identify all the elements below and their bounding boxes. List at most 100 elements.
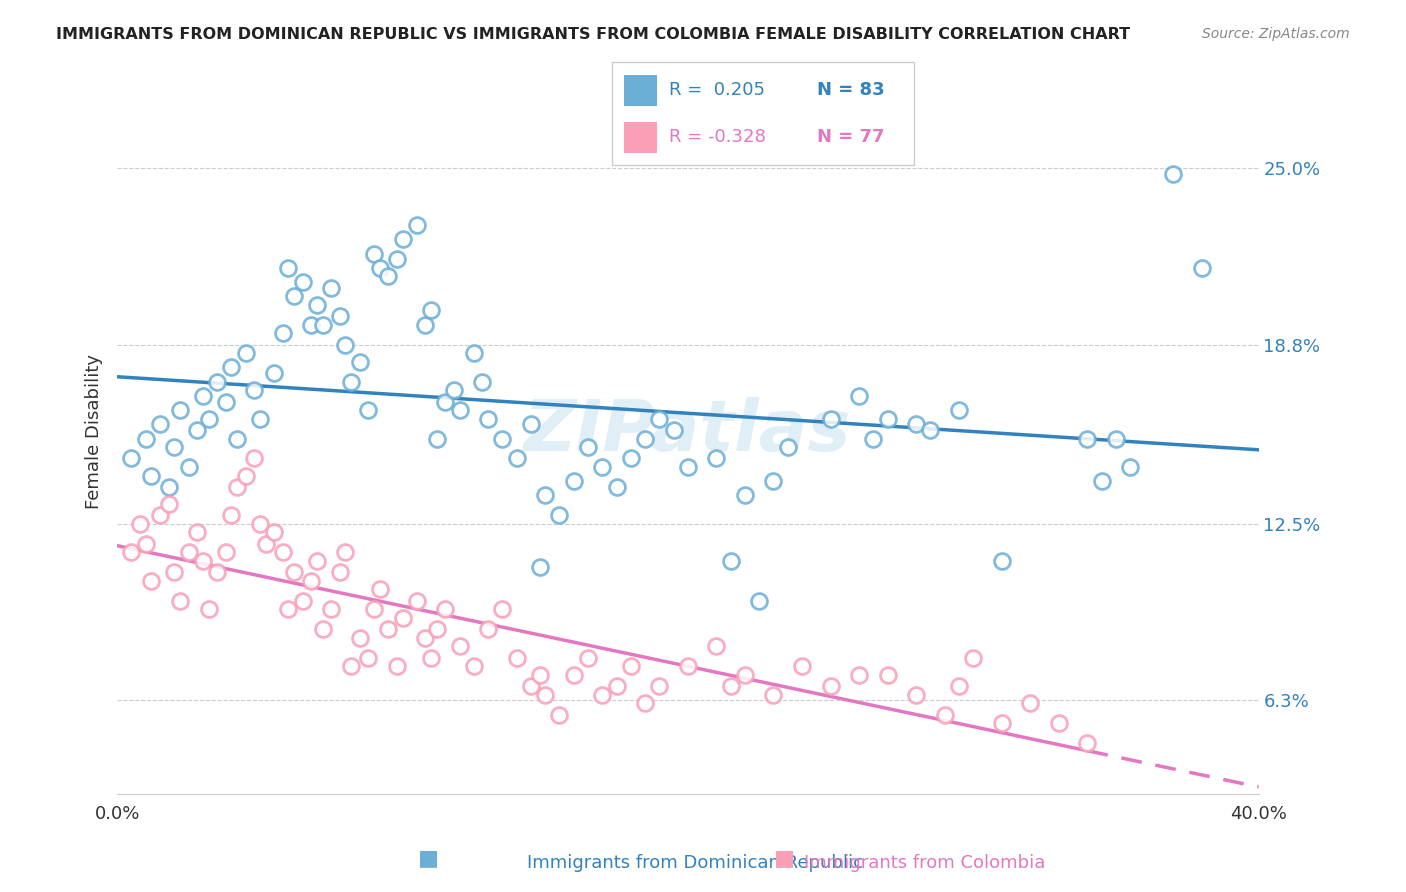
Point bbox=[405, 594, 427, 608]
Point bbox=[329, 309, 352, 323]
Point bbox=[562, 668, 585, 682]
Point bbox=[948, 403, 970, 417]
Point bbox=[449, 403, 471, 417]
Point bbox=[576, 650, 599, 665]
Point bbox=[226, 432, 249, 446]
Point bbox=[191, 554, 214, 568]
Point bbox=[243, 383, 266, 397]
Bar bbox=[624, 122, 657, 153]
Point bbox=[620, 659, 643, 673]
Point bbox=[534, 688, 557, 702]
Point bbox=[848, 389, 870, 403]
Point bbox=[634, 696, 657, 710]
Point bbox=[591, 460, 613, 475]
Point bbox=[1191, 260, 1213, 275]
Point bbox=[990, 554, 1012, 568]
Point bbox=[415, 318, 437, 332]
Point bbox=[235, 468, 257, 483]
Point bbox=[283, 289, 305, 303]
Text: ■: ■ bbox=[419, 848, 439, 868]
Point bbox=[734, 488, 756, 502]
Point bbox=[463, 659, 485, 673]
Point bbox=[491, 432, 513, 446]
Point bbox=[934, 707, 956, 722]
Point bbox=[120, 451, 142, 466]
Point bbox=[363, 602, 385, 616]
Point bbox=[662, 423, 685, 437]
Point bbox=[368, 582, 391, 597]
Point bbox=[477, 622, 499, 636]
Point bbox=[548, 508, 571, 523]
Point bbox=[529, 668, 551, 682]
Point bbox=[149, 508, 172, 523]
Text: ■: ■ bbox=[775, 848, 794, 868]
Point bbox=[1105, 432, 1128, 446]
Point bbox=[169, 594, 191, 608]
Point bbox=[263, 366, 285, 380]
Point bbox=[534, 488, 557, 502]
Point bbox=[141, 468, 163, 483]
Point bbox=[263, 525, 285, 540]
Point bbox=[157, 497, 180, 511]
Point bbox=[434, 602, 457, 616]
Text: IMMIGRANTS FROM DOMINICAN REPUBLIC VS IMMIGRANTS FROM COLOMBIA FEMALE DISABILITY: IMMIGRANTS FROM DOMINICAN REPUBLIC VS IM… bbox=[56, 27, 1130, 42]
Point bbox=[426, 622, 449, 636]
Point bbox=[477, 411, 499, 425]
Point bbox=[377, 269, 399, 284]
Point bbox=[443, 383, 465, 397]
Point bbox=[520, 417, 543, 432]
Point bbox=[505, 451, 527, 466]
Point bbox=[820, 679, 842, 693]
Point bbox=[1119, 460, 1142, 475]
Point bbox=[349, 631, 371, 645]
Point bbox=[305, 298, 328, 312]
Point bbox=[706, 451, 728, 466]
Point bbox=[169, 403, 191, 417]
Point bbox=[321, 602, 343, 616]
Text: N = 77: N = 77 bbox=[817, 128, 884, 146]
Text: Immigrants from Colombia: Immigrants from Colombia bbox=[804, 854, 1046, 871]
Point bbox=[762, 688, 785, 702]
Point bbox=[135, 432, 157, 446]
Point bbox=[1047, 716, 1070, 731]
Text: ZIPatlas: ZIPatlas bbox=[524, 397, 852, 466]
Point bbox=[349, 355, 371, 369]
Point bbox=[548, 707, 571, 722]
Text: Source: ZipAtlas.com: Source: ZipAtlas.com bbox=[1202, 27, 1350, 41]
Point bbox=[848, 668, 870, 682]
Point bbox=[962, 650, 984, 665]
Point bbox=[177, 545, 200, 559]
Point bbox=[135, 537, 157, 551]
Point bbox=[205, 375, 228, 389]
Point bbox=[129, 516, 152, 531]
Point bbox=[291, 275, 314, 289]
Point bbox=[720, 554, 742, 568]
Point bbox=[634, 432, 657, 446]
Point bbox=[748, 594, 770, 608]
Point bbox=[157, 480, 180, 494]
Point bbox=[311, 318, 333, 332]
Point bbox=[357, 403, 380, 417]
Point bbox=[648, 411, 671, 425]
Point bbox=[335, 545, 357, 559]
Text: R =  0.205: R = 0.205 bbox=[669, 81, 765, 99]
Point bbox=[340, 375, 363, 389]
Point bbox=[197, 411, 219, 425]
Point bbox=[221, 360, 243, 375]
Y-axis label: Female Disability: Female Disability bbox=[86, 354, 103, 509]
Point bbox=[186, 423, 208, 437]
Point bbox=[1161, 167, 1184, 181]
Point bbox=[329, 566, 352, 580]
Point bbox=[1091, 475, 1114, 489]
Point bbox=[335, 337, 357, 351]
Point bbox=[120, 545, 142, 559]
Point bbox=[905, 688, 928, 702]
Point bbox=[862, 432, 884, 446]
Point bbox=[141, 574, 163, 588]
Point bbox=[283, 566, 305, 580]
Point bbox=[420, 650, 443, 665]
Point bbox=[420, 303, 443, 318]
Point bbox=[676, 659, 699, 673]
Text: R = -0.328: R = -0.328 bbox=[669, 128, 766, 146]
FancyBboxPatch shape bbox=[612, 62, 914, 165]
